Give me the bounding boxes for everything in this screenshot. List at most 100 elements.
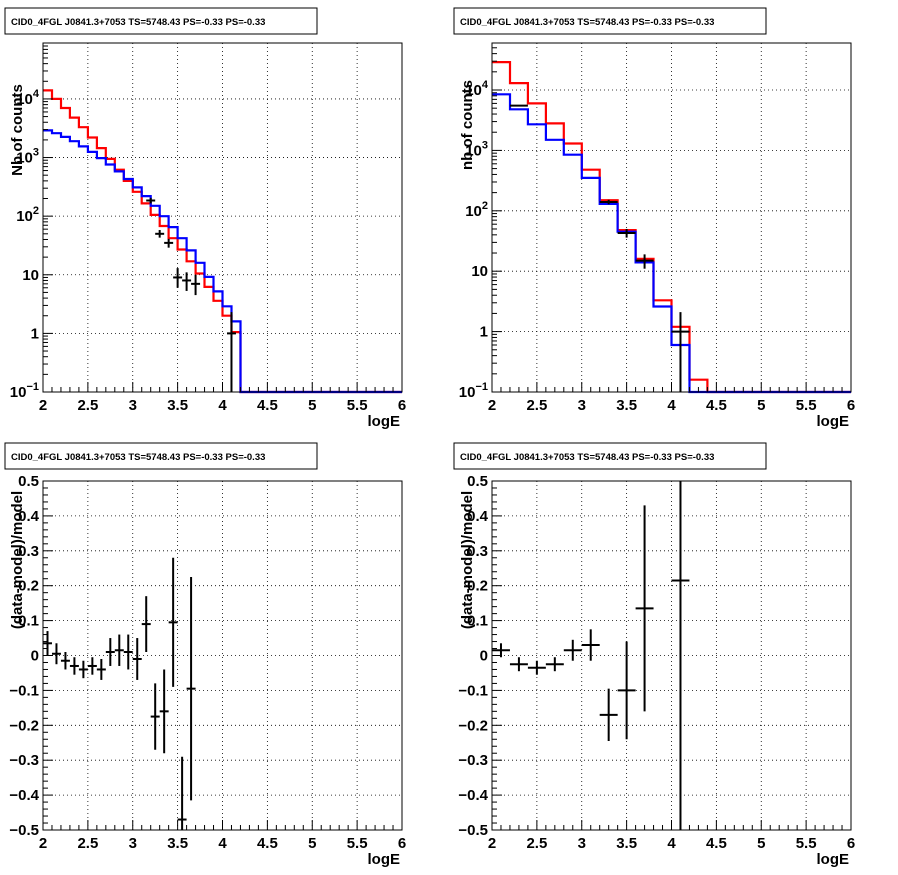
- x-tick-label: 5.5: [796, 397, 817, 414]
- x-tick-label: 3.5: [616, 397, 637, 414]
- x-axis-label: logE: [368, 851, 401, 868]
- x-tick-label: 2: [488, 835, 496, 852]
- residual-point: [150, 683, 160, 750]
- residual-point: [114, 634, 124, 666]
- data-point: [599, 199, 618, 205]
- x-tick-label: 3: [578, 835, 586, 852]
- chart-title: CID0_4FGL J0841.3+7053 TS=5748.43 PS=-0.…: [11, 17, 265, 28]
- x-tick-label: 4.5: [706, 835, 727, 852]
- residual-point: [43, 631, 52, 656]
- x-tick-label: 2: [39, 397, 47, 414]
- title-frame: [4, 442, 318, 470]
- residual-point: [617, 641, 636, 740]
- data-point: [146, 197, 156, 204]
- residual-point: [51, 643, 61, 665]
- y-tick-label: 10−1: [10, 381, 39, 401]
- y-tick-label: 10−1: [459, 381, 488, 401]
- y-tick-label: 10: [471, 263, 488, 280]
- x-tick-label: 6: [847, 397, 855, 414]
- data-point: [182, 272, 192, 291]
- residual-point: [599, 688, 618, 742]
- residual-point: [105, 638, 115, 666]
- chart-title: CID0_4FGL J0841.3+7053 TS=5748.43 PS=-0.…: [460, 17, 714, 28]
- x-tick-label: 5: [757, 397, 765, 414]
- y-tick-label: 0: [31, 648, 39, 665]
- y-tick-label: 0.3: [18, 543, 39, 560]
- y-tick-label: 102: [465, 200, 488, 220]
- residual-point: [545, 657, 564, 672]
- x-tick-label: 3.5: [167, 397, 188, 414]
- x-tick-label: 5.5: [796, 835, 817, 852]
- x-tick-label: 2.5: [77, 835, 98, 852]
- residual-point: [527, 660, 546, 675]
- chart-title-box: CID0_4FGL J0841.3+7053 TS=5748.43 PS=-0.…: [453, 442, 767, 470]
- x-axis-label: logE: [817, 851, 850, 868]
- x-tick-label: 4.5: [706, 397, 727, 414]
- chart-panel-2: CID0_4FGL J0841.3+7053 TS=5748.43 PS=-0.…: [453, 7, 855, 430]
- y-tick-label: −0.2: [458, 717, 488, 734]
- y-tick-label: 0.4: [18, 508, 40, 525]
- y-tick-label: 0: [480, 648, 488, 665]
- y-tick-label: −0.5: [458, 822, 488, 839]
- y-axis-label: (data-model)/model: [9, 491, 26, 629]
- x-tick-label: 4.5: [257, 397, 278, 414]
- x-tick-label: 6: [398, 397, 406, 414]
- chart-title-box: CID0_4FGL J0841.3+7053 TS=5748.43 PS=-0.…: [4, 7, 318, 35]
- x-axis-label: logE: [817, 413, 850, 430]
- residual-point: [492, 643, 510, 658]
- title-frame: [453, 442, 767, 470]
- y-axis-label: Nb of counts: [9, 84, 26, 176]
- x-tick-label: 2: [488, 397, 496, 414]
- residual-point: [671, 481, 690, 830]
- y-tick-label: −0.4: [458, 787, 488, 804]
- y-tick-label: −0.3: [9, 752, 39, 769]
- y-tick-label: 0.2: [18, 578, 39, 595]
- residual-point: [60, 652, 70, 670]
- data-point: [164, 238, 174, 248]
- x-tick-label: 5: [308, 397, 316, 414]
- residual-point: [159, 669, 169, 754]
- residual-point: [509, 657, 528, 672]
- chart-title-box: CID0_4FGL J0841.3+7053 TS=5748.43 PS=-0.…: [453, 7, 767, 35]
- residual-point: [141, 596, 151, 653]
- y-tick-label: 0.1: [18, 613, 39, 630]
- y-tick-label: −0.4: [9, 787, 39, 804]
- y-tick-label: 104: [16, 88, 40, 108]
- data-point: [191, 274, 201, 296]
- data-point: [635, 254, 654, 269]
- y-axis-label: nb of counts: [459, 80, 476, 170]
- residual-point: [123, 634, 133, 670]
- y-axis-label: (data-model)/model: [459, 491, 476, 629]
- x-tick-label: 2.5: [526, 397, 547, 414]
- y-tick-label: 1: [31, 325, 39, 342]
- y-tick-label: 102: [16, 205, 39, 225]
- x-tick-label: 2.5: [77, 397, 98, 414]
- x-tick-label: 3.5: [167, 835, 188, 852]
- y-tick-label: 104: [465, 79, 489, 99]
- x-tick-label: 5: [757, 835, 765, 852]
- x-tick-label: 5: [308, 835, 316, 852]
- y-tick-label: 103: [16, 147, 39, 167]
- y-tick-label: −0.1: [458, 682, 488, 699]
- x-tick-label: 4: [667, 397, 676, 414]
- y-tick-label: 0.2: [467, 578, 488, 595]
- residual-point: [563, 639, 582, 661]
- x-tick-label: 4: [218, 397, 227, 414]
- x-tick-label: 3: [129, 835, 137, 852]
- data-point: [173, 268, 183, 288]
- data-point: [509, 104, 528, 107]
- residual-point: [168, 557, 178, 687]
- y-tick-label: 10: [22, 267, 39, 284]
- chart-title: CID0_4FGL J0841.3+7053 TS=5748.43 PS=-0.…: [11, 452, 265, 463]
- x-tick-label: 6: [398, 835, 406, 852]
- y-tick-label: −0.1: [9, 682, 39, 699]
- x-tick-label: 4: [218, 835, 227, 852]
- y-tick-label: 0.5: [18, 473, 39, 490]
- chart-title: CID0_4FGL J0841.3+7053 TS=5748.43 PS=-0.…: [460, 452, 714, 463]
- x-tick-label: 3: [129, 397, 137, 414]
- data-point: [155, 230, 165, 238]
- y-tick-label: 1: [480, 324, 488, 341]
- y-tick-label: −0.5: [9, 822, 39, 839]
